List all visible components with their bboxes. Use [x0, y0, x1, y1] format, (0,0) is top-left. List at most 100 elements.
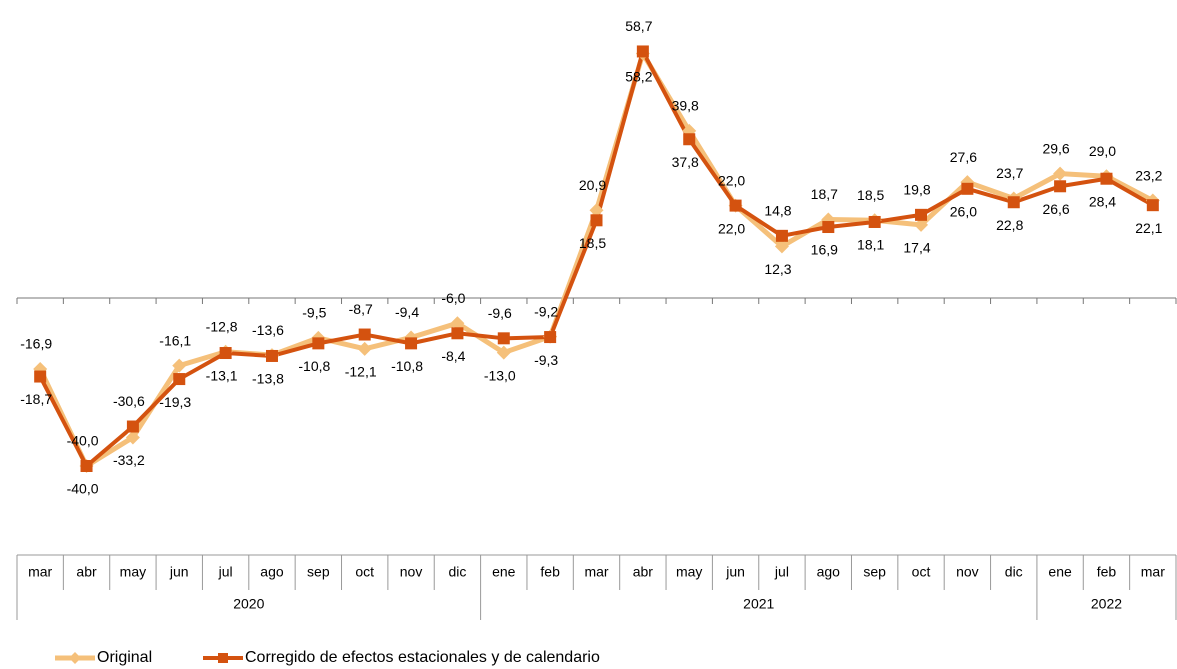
x-tick-label: sep — [863, 564, 886, 580]
series-line — [38, 49, 1154, 468]
point — [589, 203, 604, 218]
point — [265, 349, 278, 362]
value-label: 18,5 — [857, 187, 884, 203]
point — [219, 347, 232, 360]
legend-marker — [218, 653, 228, 663]
value-label: 37,8 — [672, 154, 699, 170]
value-label: 22,0 — [718, 172, 745, 188]
value-label: -12,8 — [206, 318, 238, 334]
point — [868, 215, 881, 228]
x-tick-label: jun — [169, 564, 189, 580]
value-label: 18,7 — [811, 186, 838, 202]
x-tick-label: oct — [912, 564, 931, 580]
value-label: 22,0 — [718, 220, 745, 236]
value-label: 18,5 — [579, 235, 606, 251]
x-tick-label: jul — [218, 564, 233, 580]
value-label: -6,0 — [441, 290, 465, 306]
year-label: 2021 — [743, 596, 774, 612]
point — [636, 45, 649, 58]
x-tick-label: dic — [1005, 564, 1023, 580]
x-tick-label: abr — [76, 564, 97, 580]
x-tick-label: ago — [260, 564, 284, 580]
point — [914, 217, 929, 232]
series-line — [37, 51, 1154, 469]
x-tick-label: mar — [1141, 564, 1165, 580]
value-label: 12,3 — [764, 261, 791, 277]
value-label: -13,0 — [484, 367, 516, 383]
legend-label: Original — [97, 649, 152, 666]
point — [80, 460, 93, 472]
point — [1146, 199, 1159, 212]
value-label: -9,5 — [302, 305, 326, 321]
value-label: 14,8 — [764, 203, 791, 219]
year-label: 2022 — [1091, 596, 1122, 612]
value-label: 22,1 — [1135, 220, 1162, 236]
value-label: 23,2 — [1135, 167, 1162, 183]
point — [1007, 196, 1020, 209]
value-label: -10,8 — [391, 358, 423, 374]
value-label: -10,8 — [298, 358, 330, 374]
value-label: -33,2 — [113, 452, 145, 468]
x-tick-label: feb — [540, 564, 560, 580]
value-label: 26,6 — [1042, 201, 1069, 217]
x-tick-label: dic — [448, 564, 466, 580]
x-tick-label: jun — [725, 564, 745, 580]
point — [822, 221, 835, 234]
year-label: 2020 — [233, 596, 264, 612]
point — [172, 358, 187, 373]
x-tick-label: may — [676, 564, 702, 580]
value-label: -12,1 — [345, 364, 377, 380]
value-label: -30,6 — [113, 393, 145, 409]
value-label: -18,7 — [20, 391, 52, 407]
x-tick-label: mar — [28, 564, 52, 580]
point — [1100, 172, 1113, 185]
point — [683, 133, 696, 146]
value-label: -9,4 — [395, 304, 419, 320]
value-label: -40,0 — [67, 433, 99, 449]
point — [497, 332, 510, 345]
x-tick-label: nov — [956, 564, 979, 580]
value-label: -40,0 — [67, 481, 99, 497]
value-label: 27,6 — [950, 149, 977, 165]
x-tick-label: abr — [633, 564, 654, 580]
value-label: 18,1 — [857, 237, 884, 253]
x-tick-label: nov — [400, 564, 423, 580]
value-label: 22,8 — [996, 217, 1023, 233]
value-label: 17,4 — [903, 240, 930, 256]
x-tick-label: feb — [1097, 564, 1117, 580]
point — [496, 345, 511, 360]
x-tick-label: oct — [355, 564, 374, 580]
point — [544, 331, 557, 344]
point — [729, 199, 742, 212]
value-label: -8,4 — [441, 348, 465, 364]
value-label: 39,8 — [672, 98, 699, 114]
x-tick-label: mar — [584, 564, 608, 580]
point — [774, 239, 789, 254]
value-label: 29,6 — [1042, 140, 1069, 156]
x-tick-label: ene — [1048, 564, 1072, 580]
point — [1054, 180, 1067, 193]
x-tick-label: ene — [492, 564, 516, 580]
x-tick-label: ago — [817, 564, 841, 580]
point — [775, 229, 788, 242]
point — [451, 327, 464, 340]
value-label: -19,3 — [159, 394, 191, 410]
point — [405, 337, 418, 350]
value-label: -8,7 — [349, 301, 373, 317]
value-label: 20,9 — [579, 177, 606, 193]
point — [173, 373, 186, 386]
value-label: 16,9 — [811, 242, 838, 258]
value-label: 19,8 — [903, 182, 930, 198]
point — [915, 208, 928, 221]
point — [312, 337, 325, 350]
x-tick-label: sep — [307, 564, 330, 580]
value-label: -9,2 — [534, 303, 558, 319]
value-label: 29,0 — [1089, 143, 1116, 159]
point — [1053, 166, 1068, 181]
legend-marker — [69, 652, 81, 664]
value-label: 28,4 — [1089, 193, 1116, 209]
value-label: 58,2 — [625, 68, 652, 84]
value-label: 26,0 — [950, 204, 977, 220]
